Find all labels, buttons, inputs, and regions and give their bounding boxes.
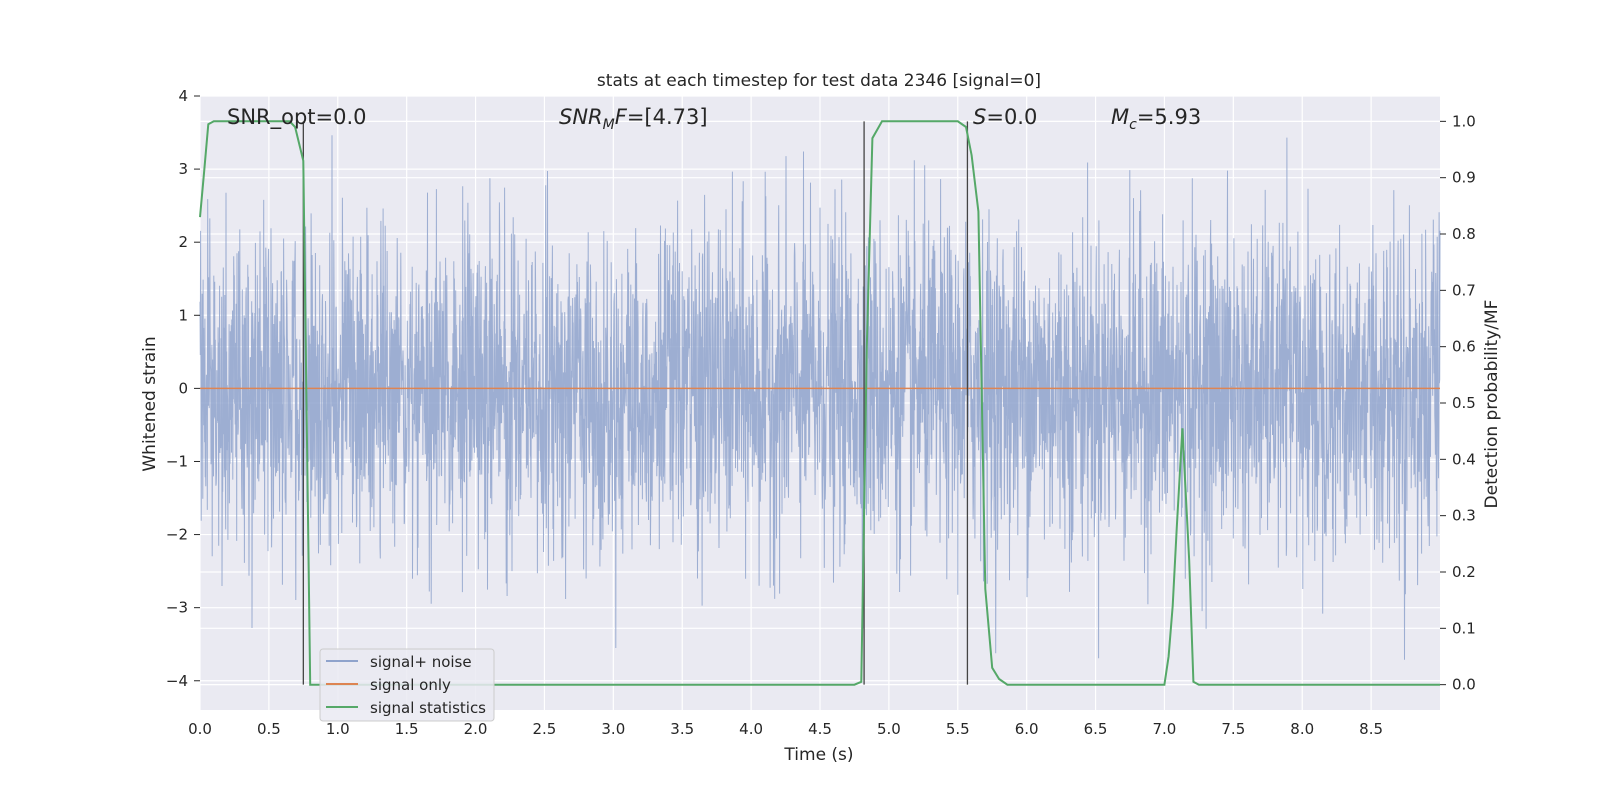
x-tick-label: 3.0 (601, 720, 625, 738)
y2-tick-label: 0.3 (1452, 507, 1476, 525)
y2-tick-label: 0.5 (1452, 394, 1476, 412)
y2-tick-label: 1.0 (1452, 112, 1476, 130)
y-tick-label: 2 (178, 233, 188, 251)
y-tick-label: 1 (178, 306, 188, 324)
y2-tick-label: 0.7 (1452, 281, 1476, 299)
x-tick-label: 5.0 (877, 720, 901, 738)
y-tick-label: −4 (166, 672, 188, 690)
x-tick-label: 5.5 (946, 720, 970, 738)
y-tick-label: 4 (178, 87, 188, 105)
x-tick-label: 8.5 (1359, 720, 1383, 738)
x-tick-label: 2.0 (464, 720, 488, 738)
y2-tick-label: 0.6 (1452, 338, 1476, 356)
annotation-mc-value: Mc=5.93 (1111, 105, 1201, 133)
annotation-snr-opt: SNR_opt=0.0 (227, 105, 367, 130)
x-tick-label: 4.0 (739, 720, 763, 738)
legend-label-signal-noise: signal+ noise (370, 653, 472, 671)
x-tick-label: 3.5 (670, 720, 694, 738)
y2-tick-label: 0.1 (1452, 619, 1476, 637)
legend-box (319, 648, 495, 722)
y-axis-label: Whitened strain (140, 336, 160, 471)
annotation-snr-mf: SNRMF=[4.73] (559, 105, 708, 133)
x-tick-label: 4.5 (808, 720, 832, 738)
y-tick-label: 0 (178, 379, 188, 397)
y2-tick-label: 0.8 (1452, 225, 1476, 243)
x-tick-label: 8.0 (1290, 720, 1314, 738)
chart-title: stats at each timestep for test data 234… (597, 71, 1041, 91)
series-signal-noise (199, 135, 1441, 660)
x-tick-label: 0.0 (188, 720, 212, 738)
x-tick-label: 6.0 (1015, 720, 1039, 738)
y2-axis-label: Detection probability/MF (1482, 300, 1502, 509)
x-tick-label: 1.5 (395, 720, 419, 738)
annotation-s-value: S=0.0 (973, 105, 1037, 129)
x-tick-label: 6.5 (1084, 720, 1108, 738)
y2-tick-label: 0.0 (1452, 676, 1476, 694)
y2-ticks: 1.0 0.9 0.8 0.7 0.6 0.5 0.4 0.3 0.2 0.1 0.0 (1440, 112, 1476, 694)
y2-tick-label: 0.9 (1452, 169, 1476, 187)
y-tick-label: 3 (178, 160, 188, 178)
y-tick-label: −3 (166, 599, 188, 617)
x-ticks: 0.0 0.5 1.0 1.5 2.0 2.5 3.0 3.5 4.0 4.5 5.0 5.5 6.0 6… (188, 720, 1383, 738)
legend-label-signal-only: signal only (370, 676, 451, 694)
y-tick-label: −2 (166, 526, 188, 544)
legend: signal+ noise signal only signal statist… (319, 648, 495, 722)
x-tick-label: 1.0 (326, 720, 350, 738)
noise-trace (199, 135, 1441, 660)
x-tick-label: 0.5 (257, 720, 281, 738)
series-signal-statistics (199, 120, 1440, 686)
y-tick-label: −1 (166, 452, 188, 470)
y2-tick-label: 0.4 (1452, 450, 1476, 468)
x-tick-label: 7.0 (1153, 720, 1177, 738)
y2-tick-label: 0.2 (1452, 563, 1476, 581)
x-tick-label: 7.5 (1221, 720, 1245, 738)
x-axis-label: Time (s) (783, 745, 853, 765)
legend-label-signal-statistics: signal statistics (370, 699, 486, 717)
y-ticks: 4 3 2 1 0 −1 −2 −3 −4 (166, 87, 200, 690)
x-tick-label: 2.5 (533, 720, 557, 738)
